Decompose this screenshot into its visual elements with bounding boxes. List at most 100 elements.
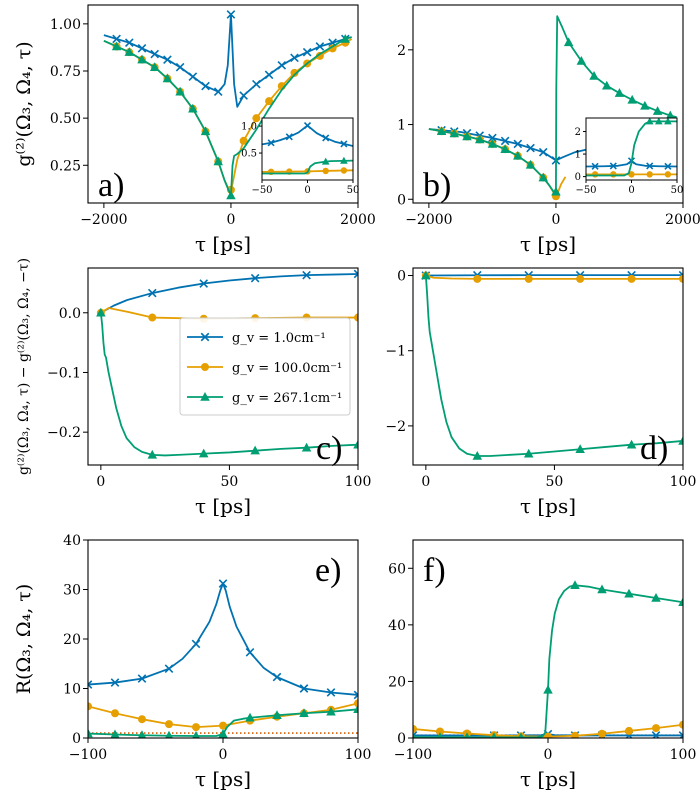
panel-b-ytick-label-2: 2 xyxy=(397,43,406,59)
panel-b-series-0-marker-6 xyxy=(513,139,523,149)
panel-a-label: a) xyxy=(98,167,124,204)
panel-e-series-1-marker-5 xyxy=(219,721,227,730)
panel-a-series-0-marker-14 xyxy=(290,53,299,63)
panel-b-series-2-marker-4 xyxy=(487,138,498,148)
panel-b-inset-series-0-marker-0 xyxy=(591,162,599,170)
panel-e-series-2-marker-2 xyxy=(137,730,147,738)
panel-b: −2000 0 2000 0 1 2 −50 0 50 0 1 2 b) τ [ps] xyxy=(397,4,700,256)
panel-e-series-2-marker-4 xyxy=(192,731,200,738)
panel-a-inset-ytick-label-0: 0.5 xyxy=(241,149,257,160)
panel-a-series-0-marker-6 xyxy=(188,72,198,81)
panel-a-series-2-marker-0 xyxy=(111,41,122,51)
panel-f-series-1-marker-9 xyxy=(652,724,660,733)
panel-b-series-2-marker-16 xyxy=(640,100,650,110)
panel-b-series-0-marker-4 xyxy=(488,133,497,143)
panel-d-xtick-label-2: 100 xyxy=(670,474,697,490)
panel-a-inset: −50 0 50 0.5 1.0 xyxy=(241,117,359,196)
panel-b-inset-series-2-line xyxy=(586,120,677,177)
panel-a-series-1-marker-10 xyxy=(239,136,248,145)
panel-e-series-2-marker-7 xyxy=(272,710,282,719)
panel-a-inset-series-2-marker-1 xyxy=(340,156,348,164)
panel-c-series-0-marker-3 xyxy=(302,270,311,280)
panel-a-inset-series-1-marker-3 xyxy=(322,167,329,175)
panel-d-series-2-marker-2 xyxy=(523,448,534,458)
panel-b-series-0-marker-5 xyxy=(500,136,510,146)
panel-d-series-2-line xyxy=(424,275,683,457)
panel-a-series-1-marker-12 xyxy=(265,97,274,106)
panel-d-ytick-label-1: −1 xyxy=(385,344,406,360)
panel-d-label: d) xyxy=(640,430,668,467)
panel-f-series-2-marker-3 xyxy=(490,732,498,738)
panel-e-series-1-marker-0 xyxy=(88,702,92,711)
panel-e-series-2-line xyxy=(88,708,358,737)
panel-f-series-1-marker-1 xyxy=(436,727,444,736)
panel-b-series-2-marker-15 xyxy=(627,94,637,104)
panel-c-series-2-marker-1 xyxy=(147,449,158,459)
panel-d-series-2-marker-0 xyxy=(421,270,431,280)
panel-e-series-2-marker-3 xyxy=(165,730,173,738)
panel-e-ytick-label-2: 20 xyxy=(63,632,81,648)
panel-f-series-2-marker-7 xyxy=(597,584,607,594)
panel-c-series-2-line xyxy=(99,312,358,457)
panel-e-ytick-label-3: 30 xyxy=(63,583,81,599)
panel-a-ytick-label-1: 0.50 xyxy=(50,111,81,127)
panel-c-ytick-label-0: −0.2 xyxy=(47,425,81,441)
panel-f-xlabel: τ [ps] xyxy=(520,767,576,791)
panel-c-series-2-marker-3 xyxy=(250,445,260,455)
panel-a-inset-series-1-marker-4 xyxy=(340,167,348,174)
panel-b-inset-ytick-label-2: 2 xyxy=(575,127,581,138)
panel-f-background xyxy=(413,540,683,738)
panel-a-series-2-marker-10 xyxy=(340,33,351,43)
panel-a-inset-series-0-marker-2 xyxy=(303,121,312,130)
panel-e-frame xyxy=(87,539,359,739)
panel-b-inset-series-0-marker-3 xyxy=(646,162,654,170)
panel-f-label: f) xyxy=(423,552,446,589)
panel-b-inset-ytick-label-1: 1 xyxy=(575,150,581,161)
panel-c-series-0-marker-0 xyxy=(147,288,157,298)
panel-a-inset-xtick-label-0: −50 xyxy=(251,185,272,196)
panel-a-inset-series-0-marker-4 xyxy=(340,140,348,148)
panel-b-series-2-marker-6 xyxy=(513,150,523,160)
panel-f-series-1-marker-7 xyxy=(598,729,606,738)
legend-label-2: g_v = 267.1cm⁻¹ xyxy=(232,391,342,406)
panel-f-series-1-marker-5 xyxy=(544,732,552,738)
panel-f-ytick-label-1: 20 xyxy=(388,674,406,690)
panel-d-plot-area xyxy=(421,270,683,460)
panel-b-inset-series-2-marker-1 xyxy=(655,118,663,125)
panel-d: 0 50 100 −2 −1 0 d) τ [ps] xyxy=(385,267,697,518)
legend-label-1: g_v = 100.0cm⁻¹ xyxy=(232,361,342,376)
panel-b-inset-xtick-label-2: 50 xyxy=(671,185,684,196)
panel-e-series-1-marker-4 xyxy=(192,723,200,732)
panel-a-inset-series-0-marker-1 xyxy=(285,133,293,141)
panel-b-series-2-marker-3 xyxy=(474,134,485,144)
panel-e-series-2-marker-10 xyxy=(353,704,358,714)
panel-e-label: e) xyxy=(315,552,341,589)
panel-a-series-1-marker-11 xyxy=(252,114,261,123)
panel-a-inset-xtick-label-1: 0 xyxy=(304,185,310,196)
panel-f-ytick-label-2: 40 xyxy=(388,618,406,634)
panel-e-series-1-marker-1 xyxy=(111,709,119,718)
panel-f-series-2-marker-8 xyxy=(624,588,634,598)
panel-d-series-1-line xyxy=(425,274,683,280)
panel-a-plot-area xyxy=(103,10,353,200)
panel-b-series-2-marker-10 xyxy=(563,37,574,47)
panel-e-series-0-marker-7 xyxy=(272,672,282,682)
panel-f-series-2-marker-2 xyxy=(463,732,471,738)
panel-a-xtick-label-1: 0 xyxy=(226,212,235,228)
panel-d-series-1-marker-1 xyxy=(473,274,482,283)
panel-b-series-2-marker-17 xyxy=(652,106,663,115)
panel-a-xtick-label-0: −2000 xyxy=(80,212,127,228)
panel-c-frame xyxy=(87,267,359,466)
panel-e-series-2-marker-5 xyxy=(218,729,228,738)
legend-marker-2 xyxy=(200,392,210,401)
panel-b-series-2-marker-14 xyxy=(614,88,625,97)
legend-box xyxy=(179,317,351,416)
panel-b-inset-series-1-marker-3 xyxy=(646,171,653,178)
panel-c-series-2-marker-0 xyxy=(96,307,106,317)
panel-b-ytick-label-0: 0 xyxy=(397,192,406,208)
panel-b-series-2-marker-13 xyxy=(602,80,612,90)
panel-f-frame xyxy=(412,539,684,739)
panel-d-background xyxy=(413,268,683,465)
